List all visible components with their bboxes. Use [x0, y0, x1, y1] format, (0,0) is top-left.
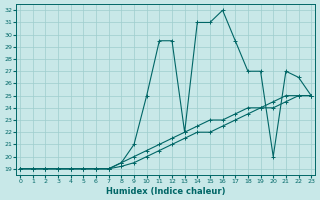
X-axis label: Humidex (Indice chaleur): Humidex (Indice chaleur) [106, 187, 225, 196]
